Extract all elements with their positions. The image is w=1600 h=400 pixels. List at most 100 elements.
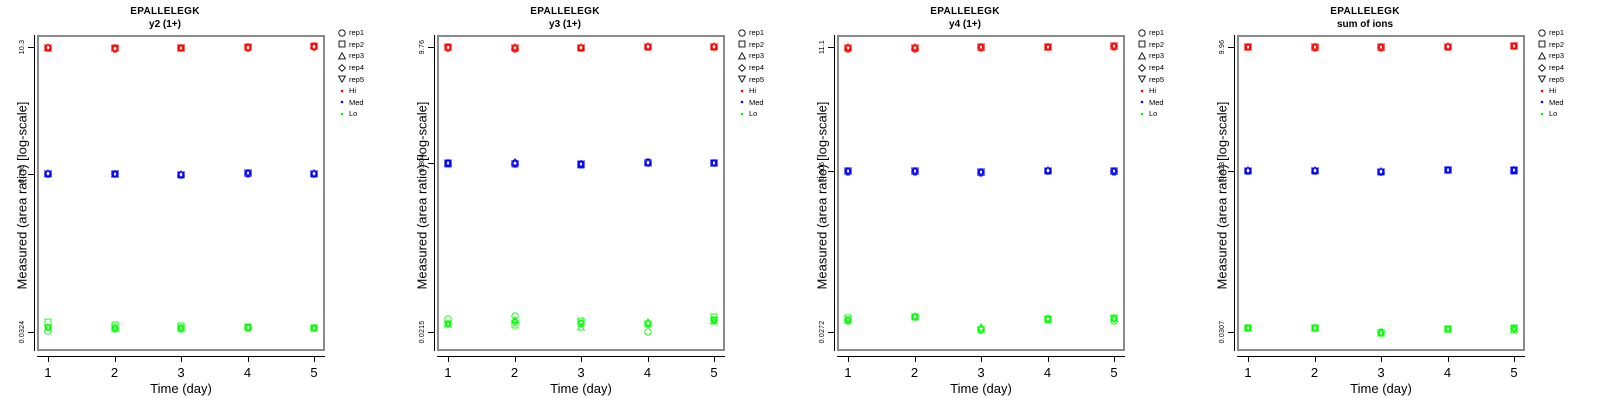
diamond-icon: [1136, 62, 1147, 73]
x-tick-label: 5: [310, 365, 318, 380]
legend-item-label: rep3: [1549, 51, 1565, 61]
data-point-lo-rep1: [643, 328, 652, 336]
legend: rep1 rep2 rep3 rep4 rep5 Hi Med Lo: [336, 27, 398, 120]
data-point-hi-rep5: [976, 43, 986, 52]
x-tick: [914, 356, 916, 362]
x-axis-title: Time (day): [1350, 381, 1412, 396]
x-tick-label: 4: [1443, 365, 1452, 380]
legend-item-rep2: rep2: [336, 39, 398, 51]
square-icon: [1136, 39, 1147, 50]
legend-item-rep1: rep1: [336, 27, 398, 39]
x-tick: [514, 356, 516, 362]
x-tick: [1314, 356, 1316, 362]
triangle-up-icon: [1536, 50, 1547, 61]
data-point-hi-rep5: [309, 43, 319, 51]
x-tick-label: 4: [1043, 365, 1052, 380]
legend-item-label: rep1: [1549, 28, 1565, 38]
legend-item-rep3: rep3: [336, 50, 398, 62]
data-point-hi-rep3: [1243, 42, 1253, 51]
panel-title-block: EPALLELEGK sum of ions: [1200, 5, 1530, 31]
dot-icon: [336, 97, 347, 108]
data-point-lo-rep5: [643, 320, 652, 328]
legend-item-hi: Hi: [336, 85, 398, 97]
x-tick: [48, 356, 49, 362]
legend-item-label: rep3: [749, 51, 765, 61]
x-tick: [181, 356, 182, 362]
legend-item-label: Lo: [349, 109, 358, 119]
legend-item-label: rep1: [1149, 28, 1165, 38]
data-point-med-rep5: [643, 159, 652, 167]
legend-item-label: rep1: [349, 28, 365, 38]
x-tick-label: 3: [977, 365, 985, 380]
data-point-med-rep3: [910, 166, 919, 175]
legend-item-label: rep5: [349, 74, 365, 84]
legend-item-label: rep5: [749, 74, 765, 84]
x-tick: [247, 356, 249, 362]
circle-icon: [336, 27, 347, 38]
y-tick: [428, 163, 434, 165]
data-point-lo-rep5: [510, 319, 519, 327]
data-point-hi-rep5: [709, 43, 719, 51]
x-tick-label: 2: [510, 365, 519, 380]
data-point-med-rep5: [43, 170, 53, 178]
legend-item-label: Med: [749, 97, 764, 107]
y-tick: [1228, 170, 1234, 172]
data-point-hi-rep5: [1243, 43, 1253, 52]
dot-icon: [1536, 85, 1547, 96]
x-axis-title: Time (day): [550, 381, 612, 396]
y-axis-line: [1234, 35, 1235, 351]
panel-subtitle: y4 (1+): [949, 19, 981, 30]
legend: rep1 rep2 rep3 rep4 rep5 Hi Med Lo: [1136, 27, 1198, 120]
x-tick: [1114, 356, 1115, 362]
circle-icon: [736, 27, 747, 38]
data-point-hi-rep5: [43, 44, 53, 53]
x-axis-title: Time (day): [150, 381, 212, 396]
legend-item-hi: Hi: [1136, 85, 1198, 97]
data-point-hi-rep5: [576, 44, 586, 53]
y-tick: [828, 47, 834, 48]
x-tick-label: 4: [643, 365, 652, 380]
dot-icon: [736, 85, 747, 96]
y-axis-line: [34, 35, 35, 351]
legend-item-label: Lo: [1549, 109, 1558, 119]
dot-icon: [736, 97, 747, 108]
legend-item-rep3: rep3: [736, 50, 798, 62]
data-point-lo-rep5: [576, 319, 586, 328]
data-point-med-rep5: [843, 167, 853, 176]
data-point-hi-rep3: [110, 43, 119, 52]
legend-item-rep5: rep5: [736, 73, 798, 85]
triangle-up-icon: [736, 50, 747, 61]
y-axis-title: Measured (area ratio) [log-scale]: [14, 101, 30, 290]
dot-icon: [1136, 85, 1147, 96]
x-tick-label: 3: [1377, 365, 1385, 380]
data-point-hi-rep5: [1310, 43, 1319, 52]
data-point-med-rep3: [43, 168, 53, 177]
legend-item-rep2: rep2: [736, 39, 798, 51]
data-point-lo-rep5: [43, 324, 53, 333]
data-layer: [37, 35, 325, 351]
legend-item-hi: Hi: [1536, 85, 1598, 97]
square-icon: [336, 39, 347, 50]
y-axis-title: Measured (area ratio) [log-scale]: [414, 101, 430, 290]
dot-icon: [736, 108, 747, 119]
x-tick-label: 5: [710, 365, 718, 380]
chart-panel-1: EPALLELEGK y2 (1+) 10.3 0.796 0.0324 1 2 3 4 5 Ti…: [0, 0, 400, 400]
data-point-lo-rep5: [443, 320, 453, 329]
data-point-lo-rep5: [976, 326, 986, 334]
data-point-med-rep5: [1509, 166, 1519, 175]
data-point-hi-rep3: [443, 42, 453, 51]
legend-item-label: rep2: [1549, 39, 1565, 49]
data-point-hi-rep5: [1109, 42, 1119, 51]
dot-icon: [1536, 108, 1547, 119]
panel-title: EPALLELEGK: [530, 6, 600, 17]
legend-item-label: Lo: [1149, 109, 1158, 119]
data-point-lo-rep5: [843, 316, 853, 325]
legend-item-rep4: rep4: [336, 62, 398, 74]
dot-icon: [1136, 108, 1147, 119]
triangle-down-icon: [736, 74, 747, 85]
x-tick: [848, 356, 849, 362]
legend-item-lo: Lo: [1136, 108, 1198, 120]
data-point-hi-rep3: [843, 43, 853, 51]
data-point-med-rep5: [1109, 167, 1119, 176]
